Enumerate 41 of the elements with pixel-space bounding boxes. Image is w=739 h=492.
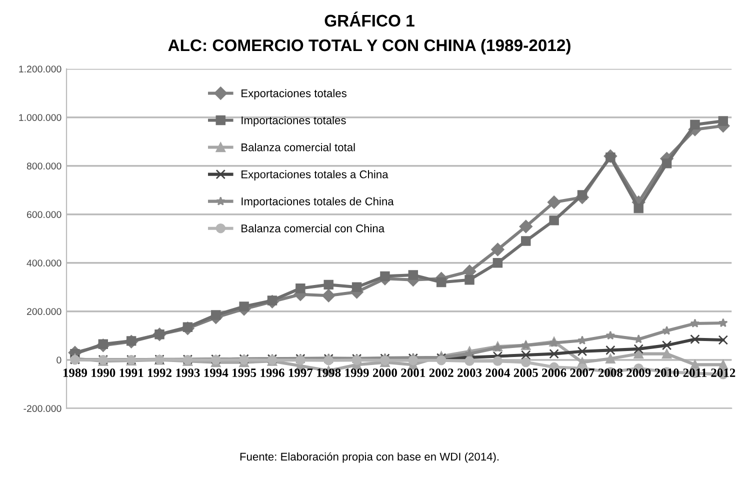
chart-subtitle: ALC: COMERCIO TOTAL Y CON CHINA (1989-2012) — [168, 38, 570, 55]
x-tick-label: 2001 — [401, 368, 426, 377]
legend-label: Importaciones totales — [242, 116, 346, 126]
chart-title: GRÁFICO 1 — [324, 12, 414, 27]
x-tick-label: 1998 — [317, 368, 341, 377]
x-tick-label: 2002 — [429, 368, 454, 377]
legend-label: Balanza comercial total — [242, 143, 355, 152]
y-tick-label: 1.200.000 — [19, 66, 62, 72]
y-tick-label: 400.000 — [26, 260, 62, 266]
y-tick-label: -200.000 — [24, 405, 62, 412]
x-tick-label: 1992 — [148, 368, 172, 377]
x-tick-label: 1997 — [288, 368, 313, 377]
x-tick-label: 1989 — [63, 368, 88, 377]
legend-label: Exportaciones totales a China — [242, 170, 388, 180]
x-tick-label: 1990 — [92, 368, 116, 377]
x-tick-label: 2009 — [626, 368, 651, 377]
y-tick-label: 600.000 — [27, 211, 62, 218]
x-tick-label: 1995 — [232, 368, 256, 377]
x-tick-label: 2008 — [598, 368, 623, 377]
legend-label: Importaciones totales de China — [242, 197, 394, 208]
y-tick-label: 1.000.000 — [19, 114, 62, 121]
x-tick-label: 2011 — [683, 368, 706, 377]
legend-label: Exportaciones totales — [242, 89, 346, 100]
x-tick-label: 2007 — [570, 368, 594, 377]
source-note: Fuente: Elaboración propia con base en WDI (2014). — [240, 452, 499, 463]
x-tick-label: 2003 — [458, 368, 482, 377]
x-tick-label: 1996 — [260, 368, 284, 377]
legend-label: Balanza comercial con China — [242, 224, 385, 232]
x-tick-label: 2010 — [654, 368, 679, 377]
x-tick-label: 2012 — [711, 368, 736, 377]
x-tick-label: 1999 — [345, 368, 369, 377]
y-tick-label: 200.000 — [27, 308, 62, 315]
x-tick-label: 1991 — [120, 368, 144, 377]
x-tick-label: 1994 — [204, 368, 228, 377]
x-tick-label: 2006 — [542, 368, 566, 377]
x-tick-label: 2004 — [486, 368, 510, 377]
y-tick-label: 0 — [56, 356, 62, 364]
y-tick-label: 800.000 — [26, 162, 62, 170]
x-tick-label: 2000 — [372, 368, 397, 377]
x-tick-label: 2005 — [514, 368, 538, 377]
x-tick-label: 1993 — [176, 368, 200, 377]
